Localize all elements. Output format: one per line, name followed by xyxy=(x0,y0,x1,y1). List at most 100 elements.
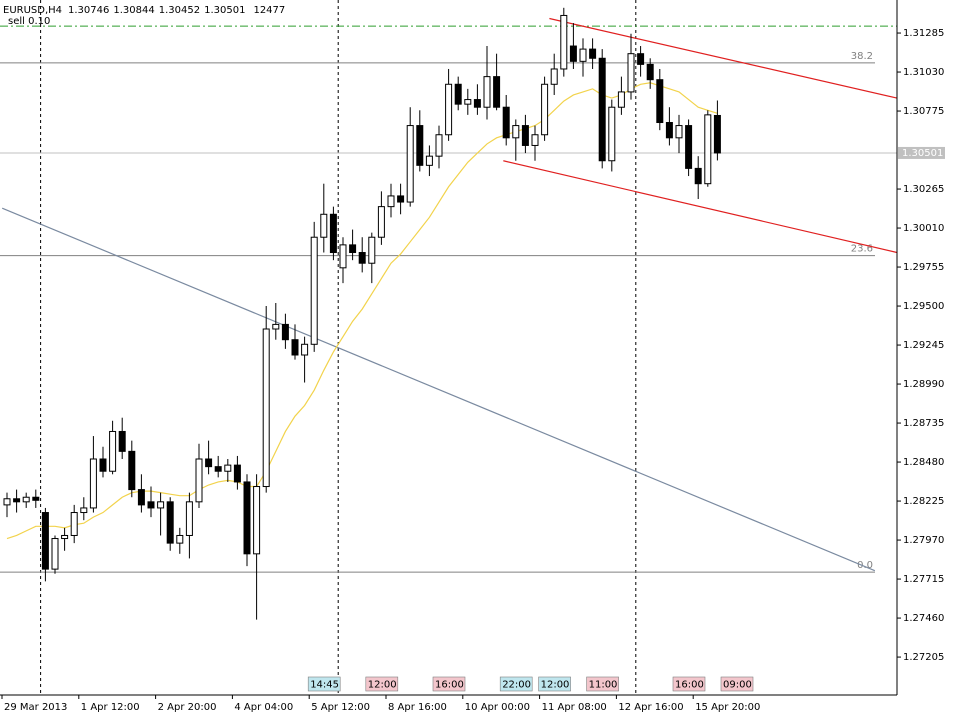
candle-body xyxy=(262,328,270,488)
candle-body xyxy=(51,538,59,570)
x-tick-label: 12 Apr 16:00 xyxy=(618,702,683,713)
candle-body xyxy=(157,501,165,509)
candle-body xyxy=(301,343,309,356)
candle-body xyxy=(109,430,117,472)
trade-tag xyxy=(672,676,706,692)
y-tick-label: 1.28480 xyxy=(903,457,944,468)
candle-body xyxy=(512,125,520,139)
chart-header: EURUSD,H4 1.30746 1.30844 1.30452 1.30501 124… xyxy=(3,5,285,16)
candle-body xyxy=(118,430,126,452)
y-tick-label: 1.29755 xyxy=(903,262,944,273)
y-tick-label: 1.28225 xyxy=(903,496,944,507)
trendline xyxy=(503,160,898,254)
candle-body xyxy=(445,83,453,136)
candle-body xyxy=(137,489,145,506)
candle-body xyxy=(205,458,213,468)
candle-body xyxy=(214,466,222,472)
y-tick-label: 1.27460 xyxy=(903,613,944,624)
candle-body xyxy=(550,68,558,85)
y-tick-label: 1.30265 xyxy=(903,184,944,195)
candle-body xyxy=(128,450,136,491)
candle-body xyxy=(32,496,40,501)
candle-body xyxy=(473,99,481,108)
candle-body xyxy=(195,458,203,503)
candle-body xyxy=(464,99,472,105)
trade-tag-label: 09:00 xyxy=(723,680,752,691)
candle-body xyxy=(70,512,78,536)
trade-tag-label: 14:45 xyxy=(310,680,339,691)
y-tick-label: 1.29500 xyxy=(903,301,944,312)
trade-tag-label: 16:00 xyxy=(435,680,464,691)
candle-body xyxy=(233,464,241,483)
y-tick-label: 1.29245 xyxy=(903,340,944,351)
candle-body xyxy=(637,53,645,65)
candle-body xyxy=(387,195,395,208)
candle-body xyxy=(694,167,702,185)
x-tick-label: 15 Apr 20:00 xyxy=(695,702,760,713)
y-tick-label: 1.27205 xyxy=(903,652,944,663)
fib-label: 23.6 xyxy=(851,244,873,255)
candle-body xyxy=(22,496,30,503)
candle-body xyxy=(176,534,184,544)
candle-body xyxy=(541,83,549,136)
candle-body xyxy=(349,244,357,254)
high: 1.30844 xyxy=(113,5,154,16)
candle-body xyxy=(617,91,625,108)
candle-body xyxy=(656,79,664,124)
candle-body xyxy=(589,48,597,59)
candle-body xyxy=(243,481,251,555)
y-tick-label: 1.31030 xyxy=(903,67,944,78)
candle-body xyxy=(560,14,568,70)
candle-body xyxy=(377,206,385,238)
candle-body xyxy=(41,512,49,570)
candle-body xyxy=(61,534,69,540)
candle-body xyxy=(185,501,193,536)
y-tick-label: 1.28990 xyxy=(903,379,944,390)
x-tick-label: 11 Apr 08:00 xyxy=(542,702,607,713)
candle-body xyxy=(310,236,318,345)
candle-body xyxy=(224,464,232,472)
y-tick-label: 1.28735 xyxy=(903,418,944,429)
trade-tag xyxy=(307,676,341,692)
candle-body xyxy=(253,486,261,555)
current-price-box xyxy=(898,146,945,159)
trade-tag xyxy=(365,676,399,692)
x-tick-label: 4 Apr 04:00 xyxy=(234,702,293,713)
open: 1.30746 xyxy=(68,5,109,16)
candle-body xyxy=(483,76,491,108)
candle-body xyxy=(89,458,97,509)
y-tick-label: 1.30010 xyxy=(903,223,944,234)
symbol: EURUSD,H4 xyxy=(3,5,62,16)
trade-tag xyxy=(720,676,754,692)
candle-body xyxy=(320,213,328,238)
trade-tag-label: 11:00 xyxy=(589,680,618,691)
candle-body xyxy=(598,57,606,162)
candle-body xyxy=(685,125,693,169)
y-tick-label: 1.31285 xyxy=(903,28,944,39)
current-price-label: 1.30501 xyxy=(902,148,943,159)
candle-body xyxy=(291,339,299,356)
y-tick-label: 1.27970 xyxy=(903,535,944,546)
trendline xyxy=(549,17,898,99)
candle-body xyxy=(454,83,462,105)
x-tick-label: 29 Mar 2013 xyxy=(4,702,67,713)
candle-body xyxy=(665,122,673,139)
candle-body xyxy=(531,134,539,146)
candle-body xyxy=(339,244,347,269)
candle-body xyxy=(493,76,501,108)
candle-body xyxy=(368,236,376,264)
x-tick-label: 10 Apr 00:00 xyxy=(465,702,530,713)
candle-body xyxy=(272,323,280,330)
order-label: sell 0.10 xyxy=(8,16,50,27)
fib-label: 0.0 xyxy=(857,560,873,571)
y-tick-label: 1.27715 xyxy=(903,574,944,585)
candle-body xyxy=(608,106,616,162)
fib-label: 38.2 xyxy=(851,51,873,62)
candle-body xyxy=(416,125,424,166)
trade-tag-label: 12:00 xyxy=(541,680,570,691)
trade-tag xyxy=(499,676,533,692)
candle-body xyxy=(704,114,712,185)
x-tick-label: 5 Apr 12:00 xyxy=(311,702,370,713)
